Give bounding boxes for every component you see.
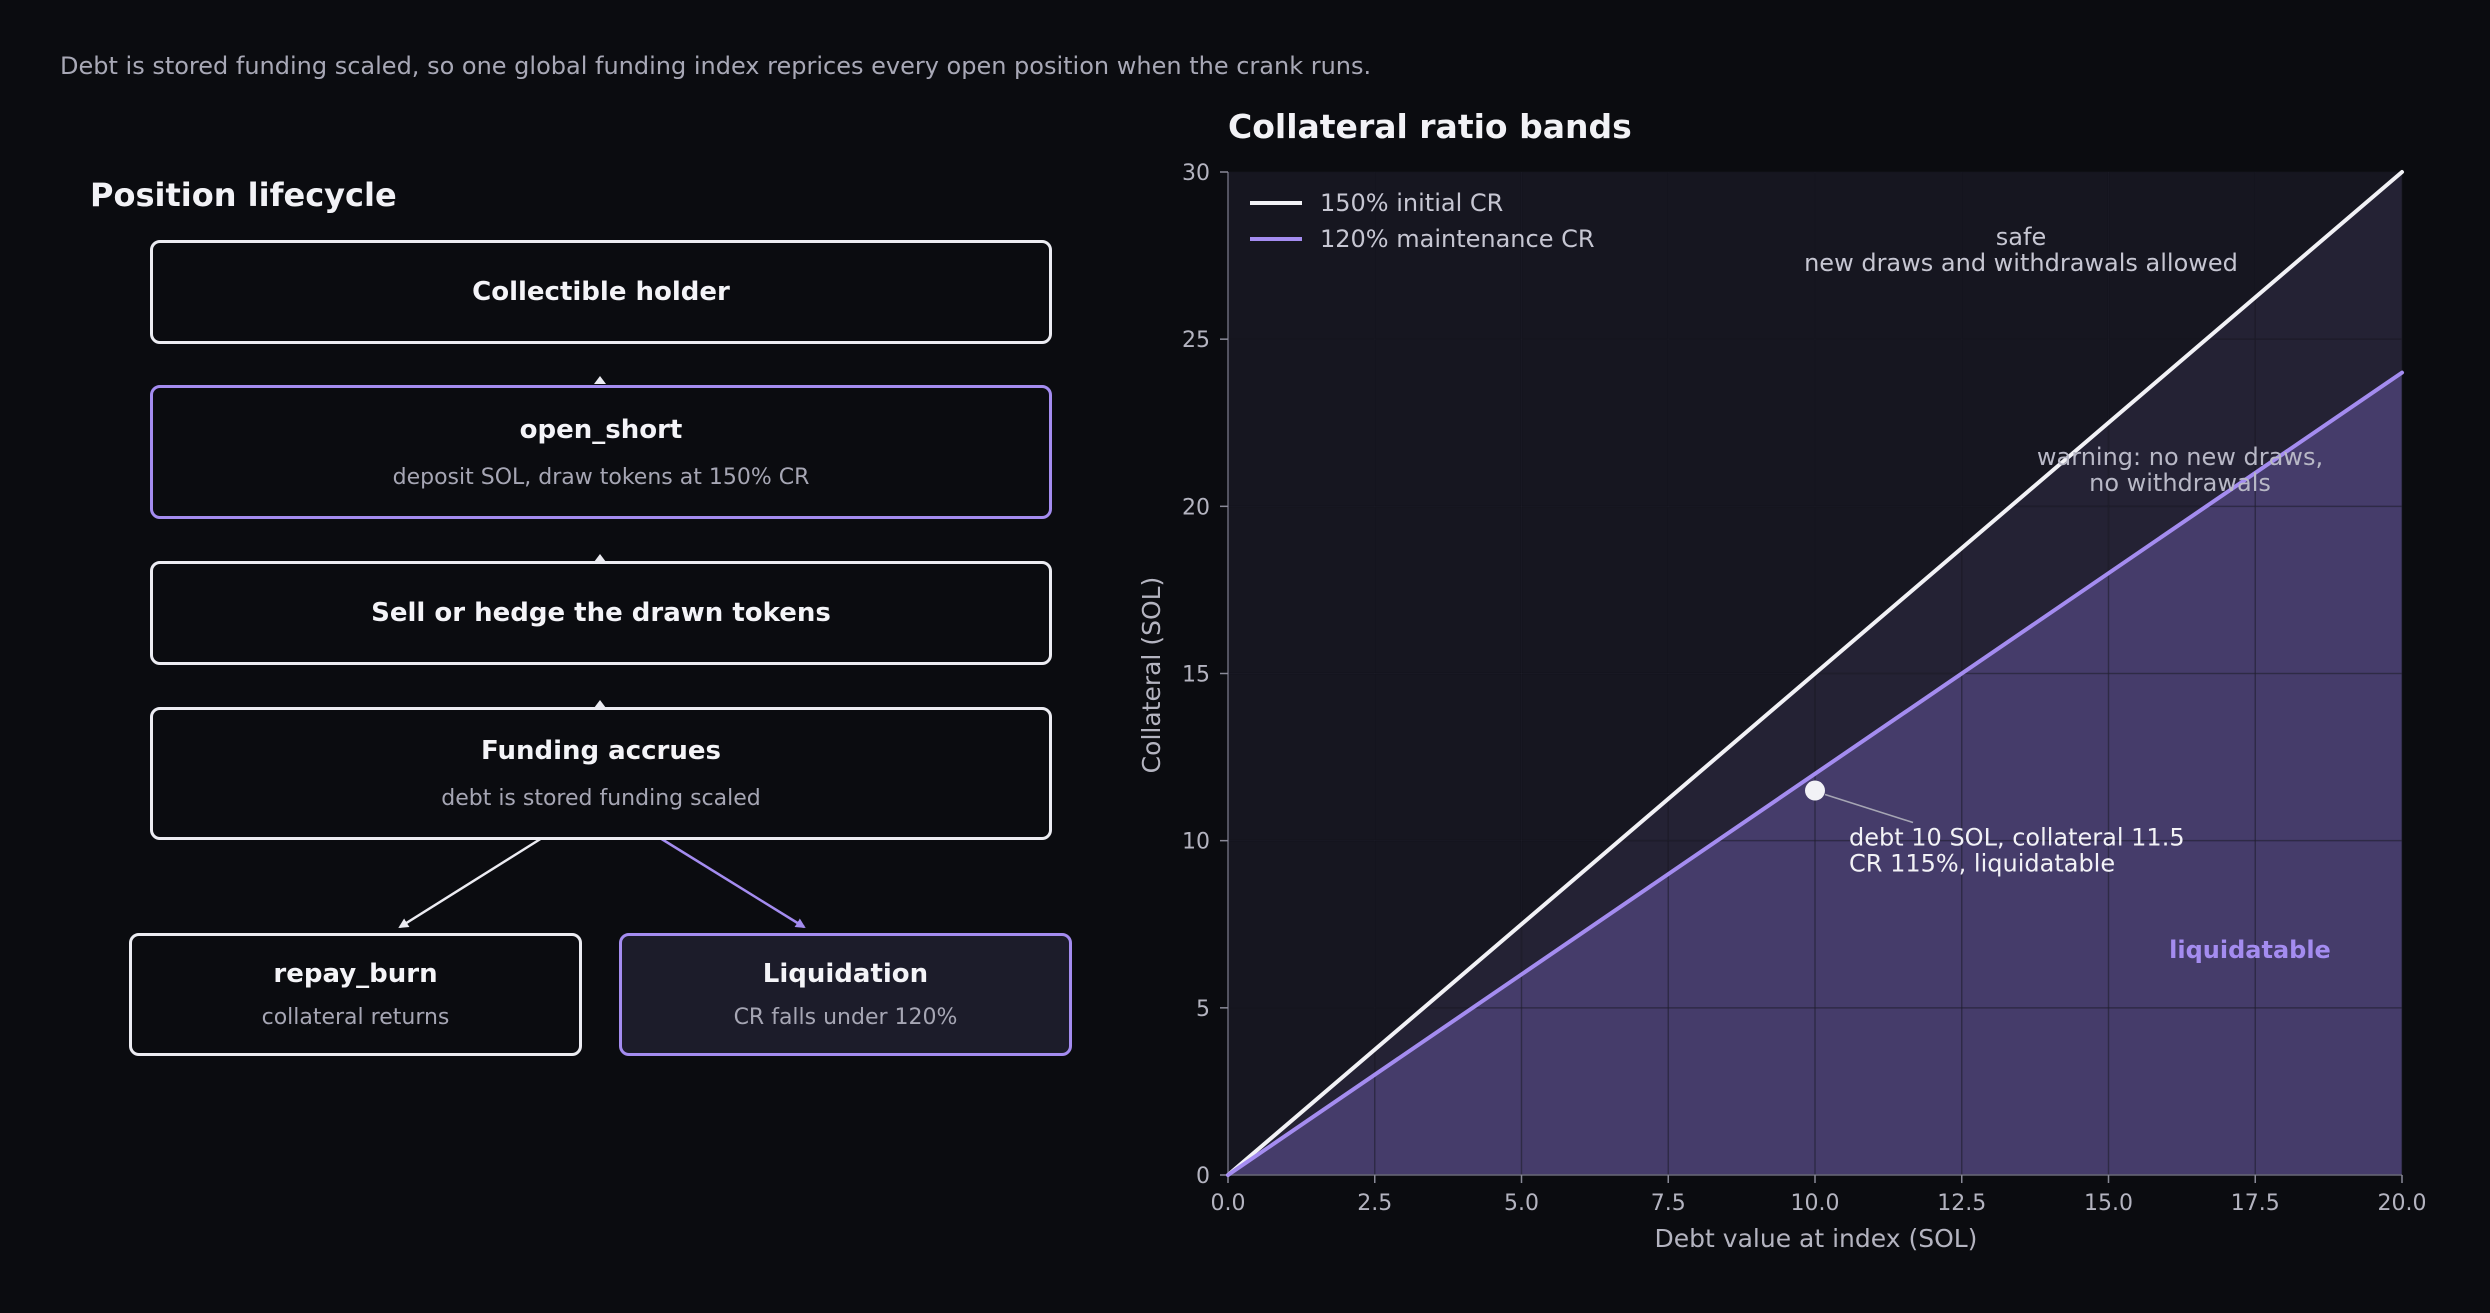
series-line-150-initial [1226, 170, 2404, 1177]
y-tick-label: 0 [1196, 1164, 1210, 1189]
y-tick-label: 5 [1196, 997, 1210, 1022]
series-line-120-maintenance [1226, 370, 2404, 1177]
x-tick-label: 17.5 [2231, 1191, 2280, 1216]
node-label: Liquidation [762, 959, 929, 989]
legend-label: 120% maintenance CR [1320, 225, 1595, 253]
node-liquidation: Liquidation CR falls under 120% [619, 933, 1072, 1056]
arrow-to-liquidation [659, 836, 806, 929]
x-tick-label: 7.5 [1651, 1191, 1686, 1216]
region-label-liquidatable: liquidatable [2169, 936, 2331, 964]
region-label-safe: new draws and withdrawals allowed [1804, 249, 2238, 277]
liquidatable-band [1228, 372, 2402, 1176]
flow-title: Position lifecycle [90, 176, 397, 214]
x-tick-label: 5.0 [1504, 1191, 1539, 1216]
x-tick-label: 12.5 [1937, 1191, 1986, 1216]
node-funding-accrues: Funding accrues debt is stored funding s… [150, 707, 1052, 840]
chart-title: Collateral ratio bands [1228, 107, 1632, 146]
node-label: repay_burn [273, 959, 438, 989]
node-label: Sell or hedge the drawn tokens [371, 598, 831, 628]
node-label: Funding accrues [481, 736, 721, 766]
plot-background [1228, 172, 2402, 1175]
y-tick-label: 25 [1182, 328, 1210, 353]
node-open-short: open_short deposit SOL, draw tokens at 1… [150, 385, 1052, 519]
flow-connectors [398, 376, 806, 929]
x-tick-label: 20.0 [2378, 1191, 2427, 1216]
warning-band [1228, 172, 2402, 1175]
highlight-point [1805, 780, 1825, 801]
x-tick-label: 0.0 [1211, 1191, 1246, 1216]
arrow-head-3 [594, 700, 606, 708]
node-collectible-holder: Collectible holder [150, 240, 1052, 344]
node-sublabel: CR falls under 120% [733, 1005, 958, 1030]
y-tick-label: 15 [1182, 663, 1210, 688]
node-sell-or-hedge: Sell or hedge the drawn tokens [150, 561, 1052, 665]
y-tick-label: 10 [1182, 830, 1210, 855]
node-sublabel: collateral returns [261, 1005, 450, 1030]
arrow-head-2 [594, 554, 606, 562]
point-annotation: debt 10 SOL, collateral 11.5 [1849, 824, 2185, 852]
x-tick-label: 2.5 [1357, 1191, 1392, 1216]
y-tick-label: 20 [1182, 495, 1210, 520]
figure-caption: Debt is stored funding scaled, so one gl… [60, 52, 1372, 80]
region-label-warning: warning: no new draws, [2037, 443, 2323, 471]
node-label: open_short [519, 414, 683, 445]
x-axis-title: Debt value at index (SOL) [1655, 1224, 1978, 1253]
x-tick-label: 10.0 [1791, 1191, 1840, 1216]
node-repay-burn: repay_burn collateral returns [129, 933, 582, 1056]
arrow-head-1 [594, 376, 606, 384]
legend-label: 150% initial CR [1320, 189, 1503, 217]
region-label-safe: safe [1996, 223, 2046, 251]
node-label: Collectible holder [472, 277, 730, 307]
arrow-to-repay [398, 836, 543, 929]
node-sublabel: deposit SOL, draw tokens at 150% CR [392, 464, 810, 490]
y-tick-label: 30 [1182, 161, 1210, 186]
point-leader-line [1824, 793, 1914, 824]
x-tick-label: 15.0 [2084, 1191, 2133, 1216]
point-annotation: CR 115%, liquidatable [1849, 850, 2115, 878]
node-sublabel: debt is stored funding scaled [441, 786, 761, 811]
region-label-warning: no withdrawals [2089, 469, 2271, 497]
